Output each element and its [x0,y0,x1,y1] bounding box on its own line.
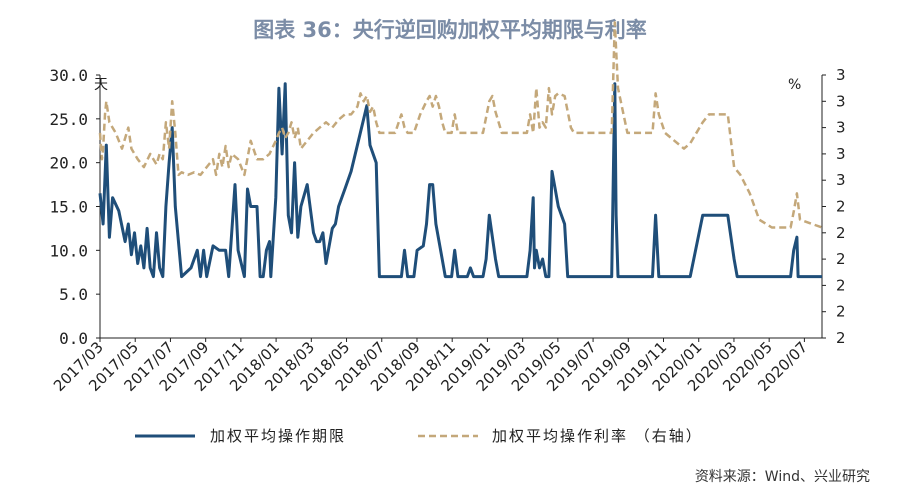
y-unit-left: 天 [94,77,108,93]
y-unit-right: % [788,77,801,93]
y-tick-label-left: 20.0 [49,154,88,173]
y-tick-label-right: 2 [836,303,846,321]
y-tick-label-right: 2 [836,276,846,294]
y-tick-label-right: 3 [836,145,846,163]
y-tick-label-right: 2 [836,250,846,268]
series-line-term [98,82,822,279]
series-rate [98,21,823,229]
chart-title: 图表 36：央行逆回购加权平均期限与利率 [253,18,647,42]
y-tick-label-right: 3 [836,171,846,189]
legend-label-term: 加权平均操作期限 [210,427,346,445]
y-tick-label-right: 3 [836,92,846,110]
y-tick-label-left: 10.0 [49,241,88,260]
y-tick-label-right: 3 [836,66,846,84]
y-tick-label-left: 30.0 [49,66,88,85]
y-tick-label-right: 2 [836,329,846,347]
y-tick-label-left: 0.0 [59,329,88,348]
y-tick-label-left: 5.0 [59,285,88,304]
y-tick-label-left: 15.0 [49,198,88,217]
legend: 加权平均操作期限 加权平均操作利率 （右轴） [135,427,703,445]
series-term [98,82,822,279]
legend-label-rate: 加权平均操作利率 （右轴） [492,427,703,445]
y-tick-label-right: 2 [836,224,846,242]
source-note: 资料来源：Wind、兴业研究 [694,469,870,485]
y-tick-label-right: 2 [836,198,846,216]
y-tick-label-left: 25.0 [49,110,88,129]
series-line-rate [98,21,823,229]
y-tick-label-right: 3 [836,119,846,137]
